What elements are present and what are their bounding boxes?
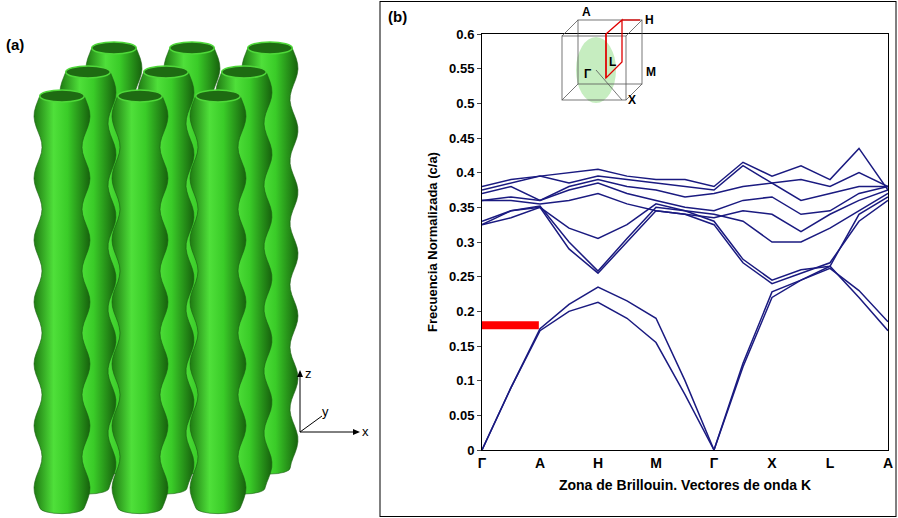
svg-text:A: A (582, 5, 591, 19)
svg-text:H: H (593, 455, 603, 471)
svg-text:X: X (767, 455, 777, 471)
svg-text:0: 0 (467, 443, 474, 458)
svg-text:Γ: Γ (478, 455, 487, 471)
svg-text:0.15: 0.15 (449, 339, 474, 354)
svg-text:A: A (535, 455, 545, 471)
svg-text:M: M (650, 455, 662, 471)
svg-text:z: z (305, 366, 312, 381)
svg-text:H: H (645, 13, 654, 27)
svg-text:0.55: 0.55 (449, 61, 474, 76)
svg-text:0.1: 0.1 (456, 373, 474, 388)
svg-text:0.6: 0.6 (456, 27, 474, 42)
svg-text:Zona de Brillouin. Vectores de: Zona de Brillouin. Vectores de onda K (559, 477, 811, 493)
svg-text:0.25: 0.25 (449, 269, 474, 284)
svg-text:Frecuencia Normalizada (c/a): Frecuencia Normalizada (c/a) (425, 152, 440, 332)
svg-text:y: y (322, 404, 329, 419)
svg-text:X: X (628, 93, 636, 107)
svg-text:L: L (609, 55, 616, 69)
svg-text:0.5: 0.5 (456, 96, 474, 111)
svg-text:0.2: 0.2 (456, 304, 474, 319)
svg-text:Γ: Γ (584, 67, 592, 81)
svg-text:M: M (646, 65, 656, 79)
svg-text:A: A (883, 455, 893, 471)
svg-text:(a): (a) (6, 36, 24, 53)
svg-text:(b): (b) (388, 8, 407, 25)
svg-text:0.35: 0.35 (449, 200, 474, 215)
svg-text:0.45: 0.45 (449, 131, 474, 146)
svg-text:L: L (826, 455, 835, 471)
svg-text:Γ: Γ (710, 455, 719, 471)
svg-text:0.3: 0.3 (456, 235, 474, 250)
svg-text:x: x (362, 424, 369, 439)
svg-text:0.05: 0.05 (449, 408, 474, 423)
svg-text:0.4: 0.4 (456, 165, 475, 180)
